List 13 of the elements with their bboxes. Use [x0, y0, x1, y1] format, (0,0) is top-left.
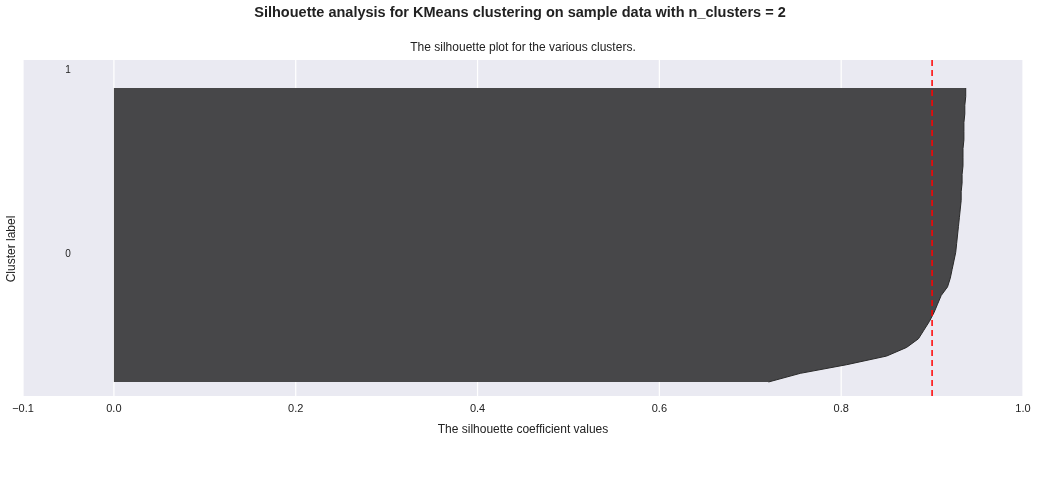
chart-title: Silhouette analysis for KMeans clustering on sample data with n_clusters = 2 — [253, 4, 787, 20]
x-tick-label: 1.0 — [1015, 401, 1031, 414]
chart-subtitle: The silhouette plot for the various clusters. — [409, 40, 637, 54]
y-axis-title: Cluster label — [4, 215, 18, 282]
annotation: 0 — [65, 247, 71, 259]
x-axis-title: The silhouette coefficient values — [437, 422, 609, 436]
x-tick-label: −0.1 — [12, 401, 34, 414]
x-tick-label: 0.8 — [833, 401, 849, 414]
text: 1 — [65, 63, 71, 75]
x-tick-label: 0.0 — [106, 401, 122, 414]
x-tick-label: 0.4 — [469, 401, 486, 414]
x-tick-label: 0.6 — [651, 401, 668, 414]
x-tick-label: 0.2 — [288, 401, 304, 414]
